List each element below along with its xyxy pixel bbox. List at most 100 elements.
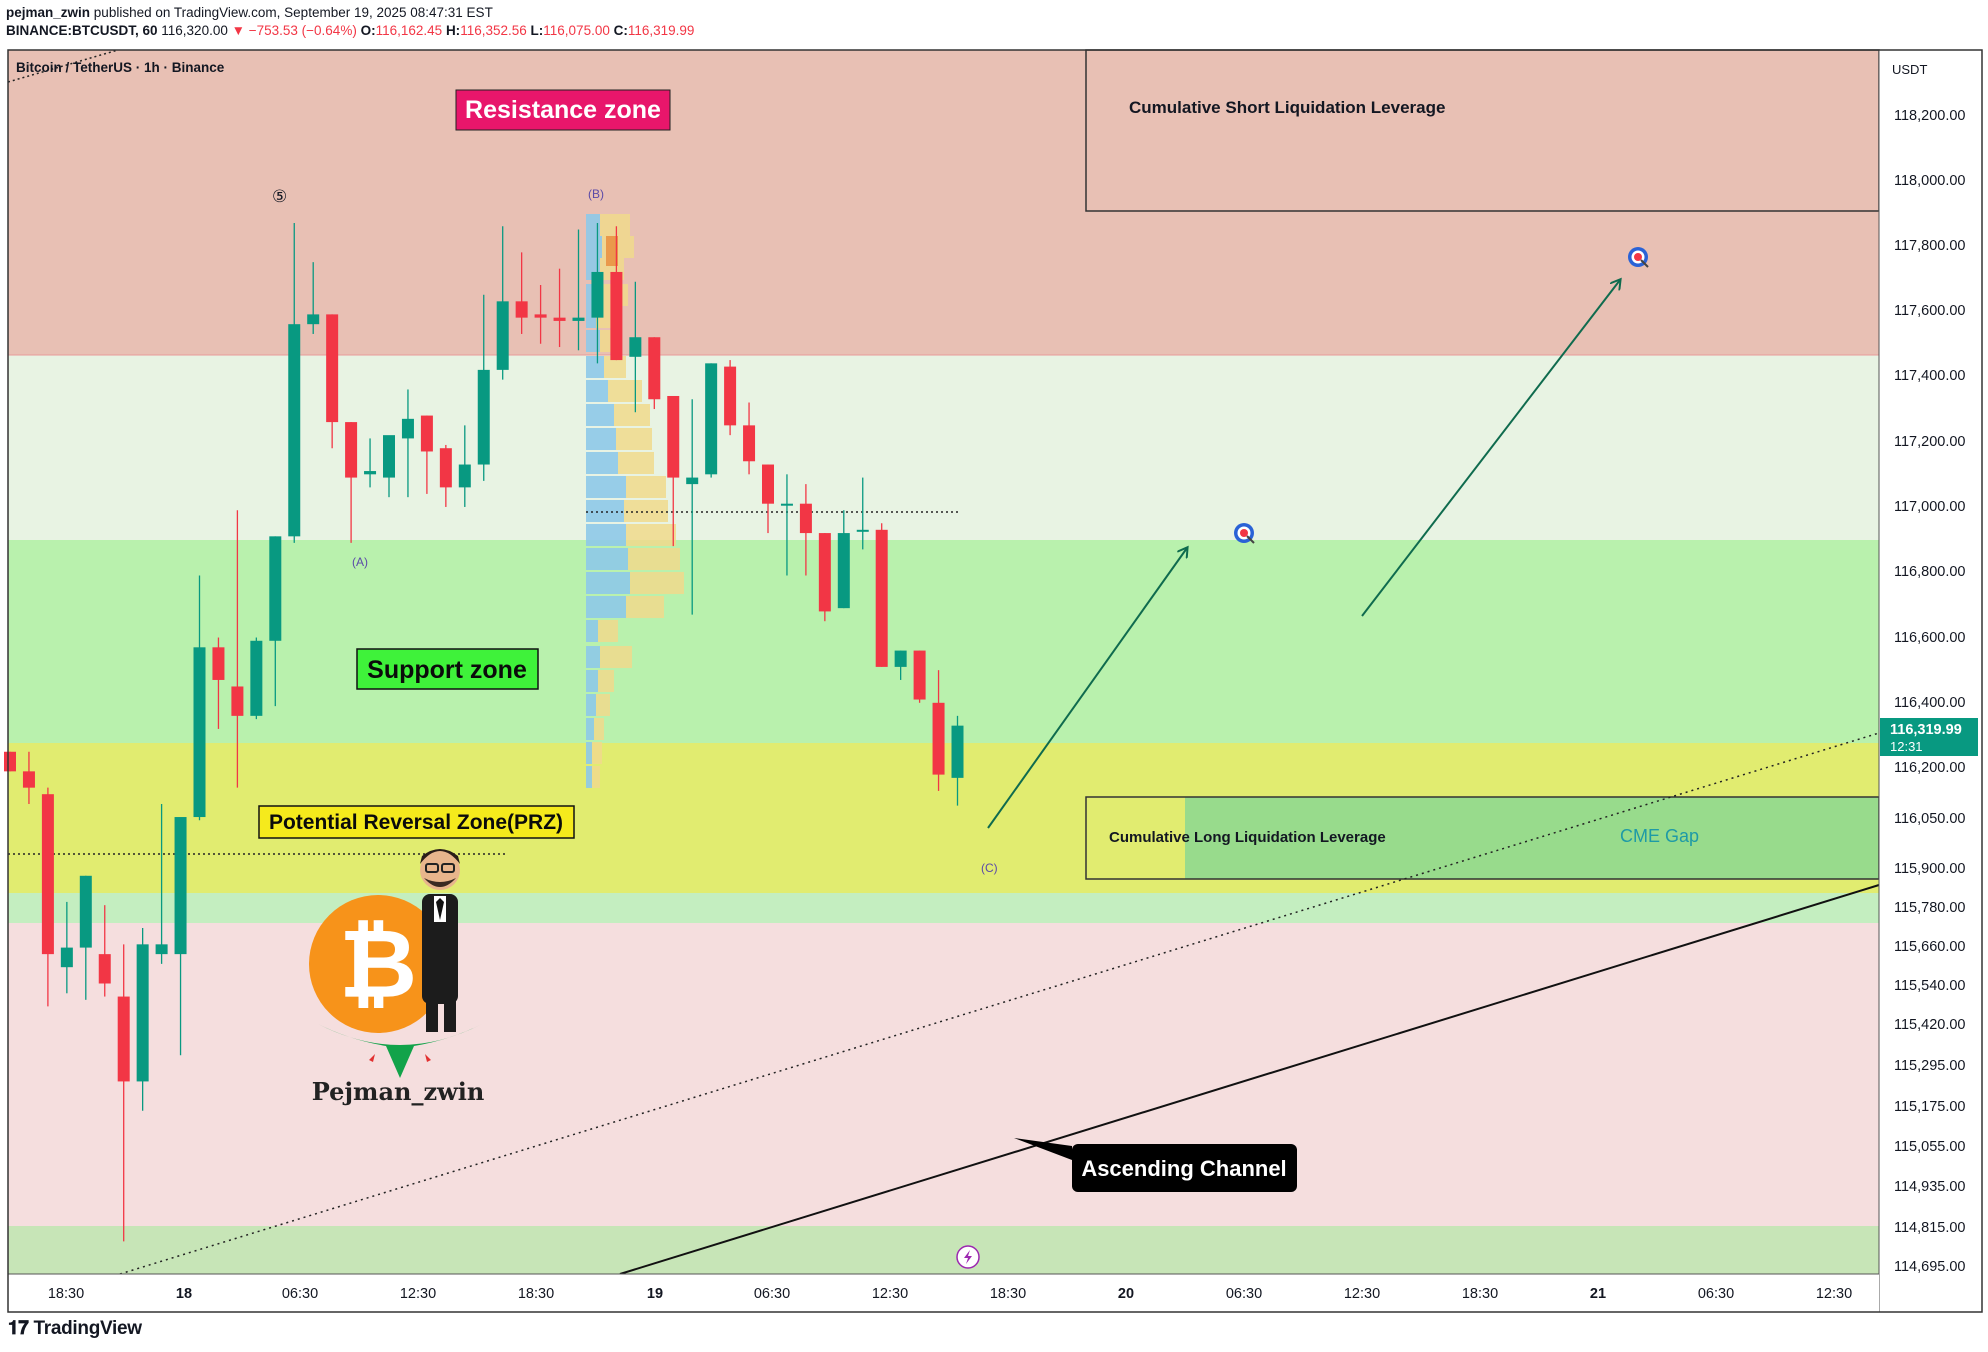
candle: [79, 875, 92, 1000]
volume-profile-row: [586, 742, 602, 764]
lower-pink-zone: [8, 923, 1879, 1226]
volume-profile-bar: [630, 572, 684, 594]
projection-arrow-1[interactable]: [987, 548, 1187, 829]
price-tick-label: 115,295.00: [1894, 1058, 1966, 1074]
lower-green-band: [8, 893, 1879, 923]
time-tick-label: 12:30: [400, 1286, 436, 1302]
volume-profile-bar: [586, 524, 626, 546]
volume-profile-bar: [586, 766, 592, 788]
candle-body: [364, 471, 377, 475]
symbol-label[interactable]: BINANCE:BTCUSDT, 60: [6, 23, 158, 38]
tradingview-logo[interactable]: 𝟏𝟕 TradingView: [8, 1318, 142, 1339]
candle: [743, 402, 756, 475]
candle-body: [458, 464, 471, 488]
price-tick-label: 115,055.00: [1894, 1139, 1966, 1155]
target-icon[interactable]: [1628, 247, 1649, 268]
candle: [515, 252, 528, 334]
price-tick-label: 115,420.00: [1894, 1017, 1966, 1033]
candle: [193, 575, 206, 821]
wave-b-label: (B): [588, 187, 604, 201]
support-zone-label[interactable]: Support zone: [356, 648, 539, 690]
wave-c-label: (C): [981, 861, 998, 875]
time-axis[interactable]: 18:30 18 06:30 12:30 18:30 19 06:30 12:30 18:30 2…: [8, 1273, 1879, 1312]
resistance-zone-label[interactable]: Resistance zone: [455, 89, 671, 131]
long-liquidation-box[interactable]: Cumulative Long Liquidation Leverage CME…: [1085, 796, 1880, 880]
volume-profile-bar: [586, 236, 602, 258]
volume-profile-bar: [586, 404, 614, 426]
candle: [345, 422, 358, 543]
candle: [913, 650, 926, 703]
time-tick-label: 18:30: [518, 1286, 554, 1302]
volume-profile-bar: [586, 330, 600, 352]
candle-body: [383, 435, 395, 478]
svg-text:Ascending Channel: Ascending Channel: [1081, 1156, 1286, 1181]
high-value: 116,352.56: [460, 23, 527, 38]
open-label: O:: [360, 23, 376, 38]
candle-body: [41, 794, 54, 955]
candle: [155, 803, 168, 964]
candle-body: [60, 947, 73, 968]
candle: [174, 817, 187, 1056]
volume-profile-row: [586, 524, 676, 546]
volume-profile-row: [586, 548, 680, 570]
volume-profile-bar: [594, 718, 604, 740]
target-icon[interactable]: [1234, 523, 1255, 544]
candle-body: [591, 271, 604, 318]
projection-arrow-2[interactable]: [1361, 280, 1620, 617]
time-tick-label: 06:30: [282, 1286, 318, 1302]
volume-profile-bar: [586, 718, 594, 740]
volume-profile-bar: [614, 404, 650, 426]
price-axis[interactable]: USDT 118,200.00 118,000.00 117,800.00 117,6…: [1878, 50, 1982, 1312]
author-badge: ₿ Pejman_zwin: [309, 849, 484, 1106]
candle: [288, 222, 301, 543]
candle-body: [667, 395, 680, 478]
volume-profile-bar: [616, 428, 652, 450]
price-change: ▼ −753.53 (−0.64%): [231, 23, 357, 38]
volume-profile-bar: [586, 452, 618, 474]
volume-profile-row: [586, 452, 654, 474]
candles-layer: [4, 222, 964, 1242]
ascending-channel-label[interactable]: Ascending Channel: [1014, 1138, 1297, 1192]
price-tick-label: 116,400.00: [1894, 695, 1966, 711]
chart-legend[interactable]: Bitcoin / TetherUS · 1h · Binance: [16, 60, 225, 75]
price-tick-label: 117,600.00: [1894, 303, 1966, 319]
volume-profile-row: [586, 670, 614, 692]
prz-label[interactable]: Potential Reversal Zone(PRZ): [258, 805, 575, 839]
tradingview-logo-icon: 𝟏𝟕: [8, 1318, 29, 1339]
lightning-icon[interactable]: [956, 1245, 980, 1269]
price-tick-label: 114,935.00: [1894, 1179, 1966, 1195]
channel-solid-line[interactable]: [619, 884, 1880, 1275]
volume-profile-row: [586, 356, 626, 378]
candle-body: [856, 529, 869, 532]
volume-profile-row: [586, 596, 664, 618]
price-tick-label: 117,800.00: [1894, 238, 1966, 254]
candle-body: [496, 301, 509, 370]
bar-countdown: 12:31: [1890, 739, 1923, 754]
volume-profile-bar: [586, 572, 630, 594]
volume-profile-bar: [586, 306, 596, 328]
candle: [610, 226, 623, 361]
price-tick-label: 118,000.00: [1894, 173, 1966, 189]
channel-dotted-line[interactable]: [119, 732, 1880, 1275]
candle-body: [117, 996, 130, 1082]
publish-line: pejman_zwin published on TradingView.com…: [6, 4, 694, 22]
wave-a-label: (A): [352, 555, 368, 569]
candle: [4, 751, 16, 772]
volume-profile-bar: [586, 356, 604, 378]
candle-body: [629, 337, 642, 357]
time-tick-label: 06:30: [1698, 1286, 1734, 1302]
candle: [212, 637, 225, 729]
candle-body: [193, 647, 206, 818]
candle: [420, 415, 433, 494]
volume-profile-bar: [586, 646, 600, 668]
candle: [553, 268, 566, 348]
candle-body: [762, 464, 774, 504]
volume-profile-row: [586, 500, 668, 522]
avatar: [420, 849, 460, 1032]
volume-profile-bar: [600, 646, 632, 668]
close-label: C:: [613, 23, 628, 38]
svg-text:Resistance zone: Resistance zone: [465, 96, 661, 124]
author-name[interactable]: pejman_zwin: [6, 5, 91, 20]
last-price: 116,320.00: [161, 23, 228, 38]
